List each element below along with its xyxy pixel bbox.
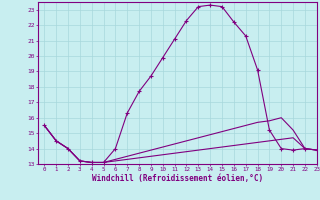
X-axis label: Windchill (Refroidissement éolien,°C): Windchill (Refroidissement éolien,°C) xyxy=(92,174,263,183)
